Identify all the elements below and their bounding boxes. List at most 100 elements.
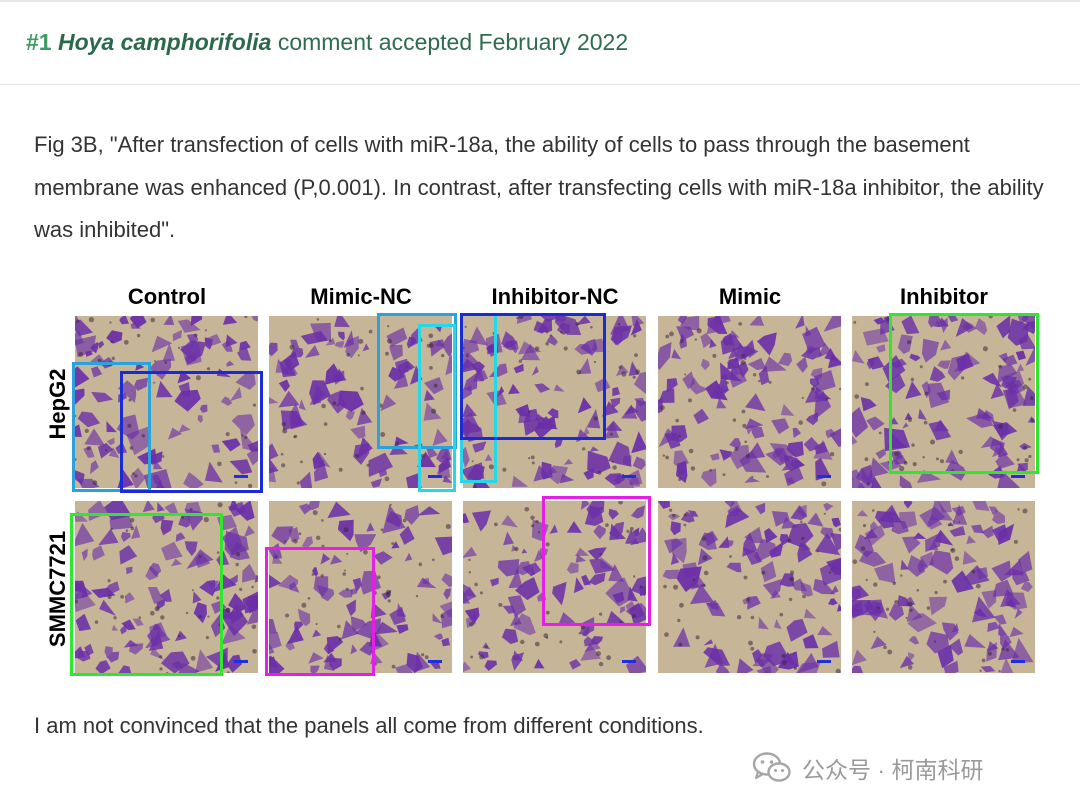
stained-cell (108, 447, 120, 458)
stained-cell (77, 411, 101, 428)
stained-cell (406, 336, 417, 349)
stained-cell (75, 583, 89, 600)
stained-cell (903, 501, 913, 509)
stained-cell (463, 419, 483, 442)
membrane-pore (463, 347, 465, 350)
membrane-pore (316, 535, 321, 540)
stained-cell (547, 408, 559, 419)
membrane-pore (332, 401, 337, 406)
cell-texture (463, 501, 646, 673)
membrane-pore (433, 383, 438, 388)
stained-cell (220, 396, 233, 406)
stained-cell (199, 404, 208, 413)
membrane-pore (800, 520, 803, 524)
stained-cell (289, 403, 303, 425)
membrane-pore (239, 587, 243, 591)
membrane-pore (284, 540, 287, 543)
membrane-pore (678, 642, 683, 647)
stained-cell (396, 624, 409, 634)
stained-cell (988, 506, 999, 516)
membrane-pore (865, 578, 868, 582)
membrane-pore (206, 367, 211, 371)
stained-cell (823, 316, 841, 332)
membrane-pore (386, 592, 391, 597)
stained-cell (269, 574, 282, 589)
membrane-pore (191, 589, 194, 592)
membrane-pore (293, 435, 296, 439)
stained-cell (434, 324, 443, 333)
stained-cell (513, 363, 524, 374)
stained-cell (990, 383, 1005, 399)
stained-cell (164, 502, 179, 516)
stained-cell (121, 532, 131, 542)
membrane-pore (886, 317, 891, 322)
stained-cell (830, 533, 841, 551)
stained-cell (773, 619, 782, 630)
stained-cell (356, 407, 373, 426)
membrane-pore (678, 434, 681, 438)
stained-cell (707, 316, 728, 334)
membrane-pore (872, 509, 875, 512)
scale-bar (1011, 475, 1025, 478)
stained-cell (239, 340, 251, 352)
stained-cell (629, 602, 646, 626)
stained-cell (298, 399, 306, 411)
membrane-pore (185, 611, 189, 615)
membrane-pore (244, 435, 248, 440)
stained-cell (744, 526, 764, 544)
membrane-pore (852, 559, 858, 564)
panel-smmc7721-mimic (658, 501, 841, 673)
stained-cell (199, 580, 216, 597)
membrane-pore (1022, 508, 1028, 514)
stained-cell (781, 517, 799, 529)
stained-cell (416, 451, 436, 468)
row-label-hepg2: HepG2 (45, 368, 70, 440)
cell-texture (658, 316, 841, 487)
stained-cell (99, 599, 116, 616)
stained-cell (325, 363, 344, 385)
stained-cell (937, 644, 954, 669)
stained-cell (945, 459, 967, 481)
top-divider (0, 0, 1080, 2)
panel-hepg2-mimic-nc (269, 316, 452, 488)
membrane-pore (107, 579, 111, 583)
stained-cell (992, 445, 1002, 458)
stained-cell (603, 422, 620, 439)
stained-cell (627, 586, 638, 602)
stained-cell (761, 356, 787, 372)
stained-cell (631, 431, 646, 454)
membrane-pore (702, 555, 708, 561)
membrane-pore (88, 317, 94, 323)
membrane-pore (888, 460, 893, 465)
stained-cell (337, 331, 345, 341)
stained-cell (888, 417, 899, 425)
stained-cell (632, 456, 646, 470)
stained-cell (310, 322, 332, 342)
stained-cell (814, 390, 832, 420)
membrane-pore (866, 482, 870, 486)
membrane-pore (129, 518, 135, 523)
membrane-pore (235, 562, 239, 567)
stained-cell (752, 649, 763, 664)
stained-cell (156, 380, 173, 398)
stained-cell (693, 408, 709, 425)
membrane-pore (429, 343, 434, 348)
stained-cell (109, 512, 134, 530)
stained-cell (814, 532, 841, 556)
membrane-pore (684, 373, 687, 376)
membrane-pore (92, 480, 98, 486)
membrane-pore (178, 634, 181, 638)
stained-cell (531, 519, 549, 541)
membrane-pore (998, 364, 1002, 369)
stained-cell (981, 525, 994, 539)
stained-cell (231, 414, 255, 436)
stained-cell (142, 501, 155, 513)
stained-cell (790, 505, 808, 520)
membrane-pore (514, 622, 517, 625)
stained-cell (211, 444, 221, 453)
stained-cell (289, 347, 304, 358)
membrane-pore (634, 353, 638, 357)
membrane-pore (323, 422, 328, 426)
membrane-pore (943, 579, 947, 584)
stained-cell (92, 545, 105, 561)
